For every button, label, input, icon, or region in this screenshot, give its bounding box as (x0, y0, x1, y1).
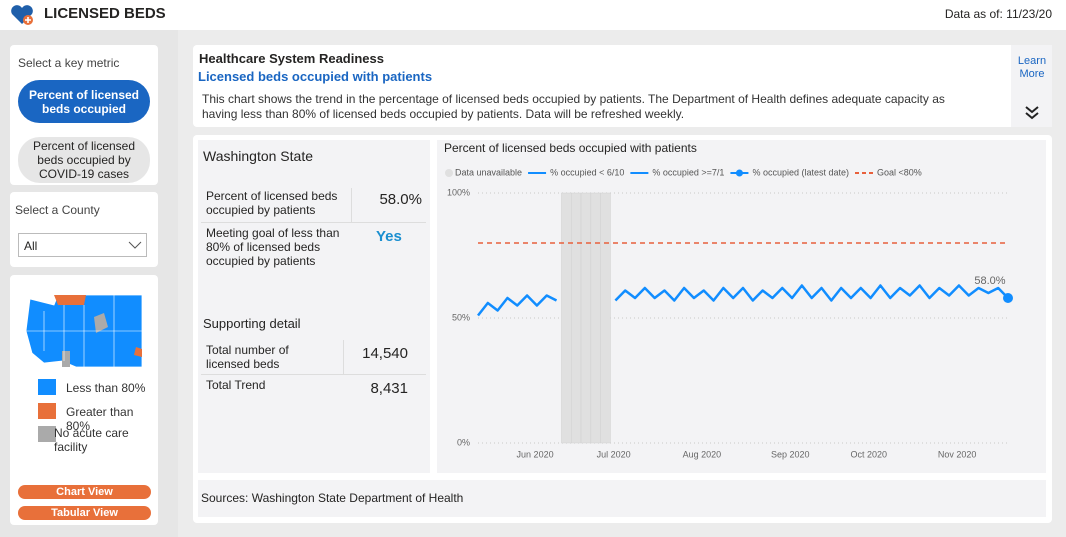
info-description: This chart shows the trend in the percen… (202, 92, 945, 121)
info-card: Healthcare System Readiness Licensed bed… (193, 45, 1052, 127)
unavailable-band (600, 192, 611, 444)
unavailable-band (571, 192, 582, 444)
sources-panel: Sources: Washington State Department of … (198, 480, 1046, 517)
unavailable-band (580, 192, 592, 444)
legend-swatch (38, 403, 56, 419)
county-value: All (24, 239, 38, 253)
metric-panel: Select a key metric Percent of licensed … (10, 45, 158, 185)
detail-title: Supporting detail (203, 316, 301, 331)
divider (201, 374, 426, 375)
detail-label: Total Trend (206, 378, 266, 392)
x-tick-label: Jun 2020 (517, 449, 554, 459)
county-panel: Select a County All (10, 192, 158, 267)
map-legend-label: Greater than 80% (66, 405, 134, 433)
region-title: Washington State (203, 148, 313, 164)
data-label: 58.0% (974, 275, 1005, 287)
learn-more-panel: Learn More (1011, 45, 1052, 127)
metric-option[interactable]: Percent of licensed beds occupied by COV… (18, 137, 150, 183)
divider (351, 188, 352, 222)
summary-label: Percent of licensed beds occupied by pat… (206, 189, 338, 217)
app-title: LICENSED BEDS (44, 5, 166, 22)
legend-label: % occupied < 6/10 (550, 167, 624, 177)
series-line (477, 294, 558, 317)
unavailable-band (561, 192, 572, 444)
county-label: Select a County (15, 203, 100, 217)
chart-panel (437, 140, 1046, 473)
legend-label: % occupied (latest date) (752, 167, 849, 177)
sources-text: Sources: Washington State Department of … (201, 491, 464, 505)
summary-label: Meeting goal of less than 80% of license… (206, 226, 340, 268)
series-line (614, 284, 1009, 302)
learn-more-link[interactable]: Learn More (1017, 55, 1047, 80)
x-tick-label: Jul 2020 (597, 449, 631, 459)
county-map (25, 294, 143, 368)
chart-view-button[interactable]: Chart View (18, 485, 151, 499)
x-tick-label: Nov 2020 (938, 449, 977, 459)
divider (201, 222, 426, 223)
info-subtitle: Licensed beds occupied with patients (198, 69, 433, 84)
chart-title: Percent of licensed beds occupied with p… (444, 141, 697, 155)
county-dropdown[interactable]: All (18, 233, 147, 257)
x-tick-label: Sep 2020 (771, 449, 810, 459)
map-legend-label: Less than 80% (66, 381, 146, 395)
dropdown-arrow (128, 241, 142, 249)
x-tick-label: Oct 2020 (851, 449, 888, 459)
metric-option[interactable]: Percent of licensed beds occupied (18, 80, 150, 123)
y-tick-label: 50% (452, 312, 470, 322)
detail-value: 14,540 (362, 345, 408, 362)
chart-card: Washington State Percent of licensed bed… (193, 135, 1052, 523)
metric-option-text: Percent of licensed beds occupied by COV… (32, 139, 136, 181)
legend-swatch (38, 426, 56, 442)
map-panel: Less than 80% Greater than 80% No acute … (10, 275, 158, 525)
summary-panel: Washington State Percent of licensed bed… (198, 140, 430, 473)
divider (343, 340, 344, 374)
map-legend-label: No acute care facility (54, 426, 129, 454)
legend-swatch (38, 379, 56, 395)
unavailable-band (590, 192, 601, 444)
summary-value: Yes (376, 228, 402, 245)
metric-label: Select a key metric (18, 56, 120, 70)
legend-marker (445, 169, 453, 177)
info-title: Healthcare System Readiness (199, 51, 384, 66)
top-bar: LICENSED BEDS Data as of: 11/23/20 (0, 0, 1066, 30)
legend-label: % occupied >=7/1 (652, 167, 724, 177)
legend-label: Goal <80% (877, 167, 922, 177)
latest-point (1003, 293, 1013, 303)
logo (11, 5, 33, 25)
y-tick-label: 0% (457, 437, 470, 447)
legend-marker (735, 169, 743, 177)
y-tick-label: 100% (447, 187, 470, 197)
expand-icon[interactable] (1024, 105, 1040, 121)
tabular-view-button[interactable]: Tabular View (18, 506, 151, 520)
detail-label: Total number of licensed beds (206, 343, 289, 371)
summary-value: 58.0% (379, 191, 422, 208)
x-tick-label: Aug 2020 (683, 449, 722, 459)
detail-value: 8,431 (370, 380, 408, 397)
legend-label: Data unavailable (455, 167, 522, 177)
data-date: Data as of: 11/23/20 (944, 7, 1052, 21)
